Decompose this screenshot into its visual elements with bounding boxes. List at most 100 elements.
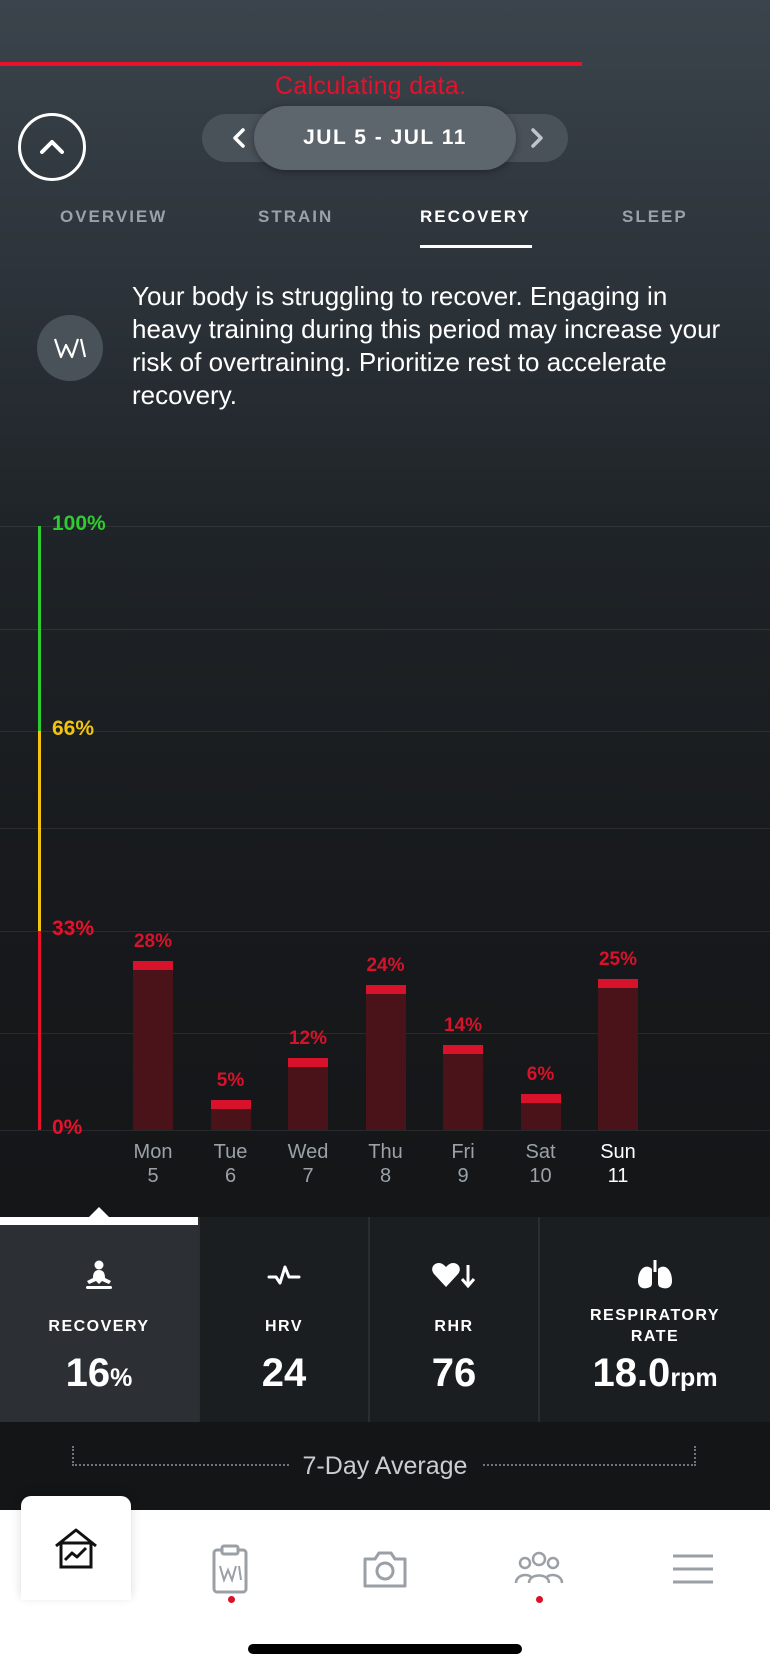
metric-rhr[interactable]: RHR 76: [370, 1217, 540, 1422]
heart-down-icon: [431, 1259, 477, 1291]
metric-respiratory-rate[interactable]: RESPIRATORY RATE 18.0rpm: [540, 1217, 770, 1422]
gridline: [0, 628, 770, 630]
community-notification-dot: [536, 1596, 543, 1603]
recovery-bar[interactable]: [210, 1099, 251, 1130]
metric-value: 24: [261, 1351, 307, 1395]
nav-home[interactable]: [21, 1496, 131, 1600]
bar-cap: [288, 1057, 328, 1067]
meditation-icon: [82, 1259, 116, 1291]
weekday: Mon: [133, 1141, 173, 1163]
tab-recovery[interactable]: RECOVERY: [420, 207, 531, 226]
bar-value-label: 25%: [598, 949, 638, 970]
next-week-button[interactable]: [512, 114, 562, 162]
metric-value: 16%: [65, 1351, 133, 1395]
x-day-label[interactable]: Sat 10: [501, 1140, 581, 1188]
tab-overview[interactable]: OVERVIEW: [60, 207, 168, 226]
collapse-button[interactable]: [18, 113, 86, 181]
metrics-panel: RECOVERY 16% HRV 24 RHR 76 RESPIRATORY R…: [0, 1217, 770, 1422]
previous-week-button[interactable]: [214, 114, 264, 162]
date-number: 8: [379, 1165, 392, 1187]
recovery-bar[interactable]: [288, 1057, 328, 1130]
x-day-label[interactable]: Wed 7: [268, 1140, 348, 1188]
recovery-bar[interactable]: [520, 1093, 561, 1130]
bar-cap: [520, 1093, 561, 1103]
recovery-bar[interactable]: [365, 985, 406, 1130]
nav-menu[interactable]: [638, 1524, 748, 1614]
bar-value-label: 6%: [526, 1063, 555, 1085]
y-tick-label: 0%: [52, 1116, 83, 1139]
recovery-bar[interactable]: [443, 1045, 483, 1130]
camera-icon: [363, 1551, 407, 1588]
recovery-bar[interactable]: [133, 960, 173, 1130]
journal-clipboard-icon: [212, 1544, 248, 1594]
chevron-up-icon: [40, 140, 64, 154]
bar-value-label: 5%: [216, 1069, 245, 1091]
chevron-right-icon: [531, 128, 543, 148]
gridline: [0, 930, 770, 932]
home-indicator: [248, 1644, 522, 1654]
bar-cap: [133, 960, 173, 970]
active-tab-indicator: [420, 245, 532, 248]
calculating-status: Calculating data.: [275, 72, 467, 100]
seven-day-average: 7-Day Average: [0, 1422, 770, 1510]
x-day-label[interactable]: Fri 9: [423, 1140, 503, 1188]
recovery-chart: 100% 66% 33% 0% 28% Mon 5 5% Tue 6 12% Wed 7 24% Thu 8 1…: [0, 500, 770, 1200]
nav-camera[interactable]: [330, 1524, 440, 1614]
tab-sleep[interactable]: SLEEP: [622, 207, 688, 226]
x-day-label[interactable]: Sun 11: [578, 1140, 658, 1188]
date-number: 6: [224, 1165, 237, 1187]
journal-notification-dot: [228, 1596, 235, 1603]
bar-cap: [443, 1045, 483, 1055]
nav-journal[interactable]: [175, 1524, 285, 1614]
nav-community[interactable]: [484, 1524, 594, 1614]
date-number: 7: [302, 1165, 314, 1187]
bar-value-label: 28%: [133, 930, 173, 952]
weekday: Fri: [451, 1141, 475, 1163]
bar-value-label: 12%: [288, 1027, 328, 1049]
bar-value-label: 14%: [443, 1015, 483, 1037]
x-day-label[interactable]: Thu 8: [346, 1140, 426, 1188]
gridline: [0, 526, 770, 527]
metric-label: HRV: [265, 1317, 303, 1335]
bar-cap: [365, 985, 406, 995]
date-number: 10: [529, 1165, 552, 1187]
metric-hrv[interactable]: HRV 24: [200, 1217, 370, 1422]
weekday: Wed: [287, 1141, 329, 1163]
x-day-label[interactable]: Tue 6: [191, 1140, 271, 1188]
yellow-zone-line: [38, 731, 41, 931]
metric-value: 18.0rpm: [592, 1351, 718, 1395]
metric-label: RESPIRATORY RATE: [590, 1307, 720, 1345]
weekday: Sat: [525, 1141, 556, 1163]
gridline: [0, 828, 770, 829]
whoop-coach-icon: [37, 315, 103, 381]
y-tick-label: 33%: [52, 916, 95, 940]
y-tick-label: 100%: [52, 512, 106, 535]
metric-label: RECOVERY: [48, 1317, 150, 1335]
average-label: 7-Day Average: [288, 1452, 482, 1480]
metric-label: RHR: [434, 1317, 474, 1335]
date-number: 9: [457, 1165, 469, 1187]
gridline: [0, 1130, 770, 1131]
date-number: 11: [607, 1165, 629, 1187]
x-day-label[interactable]: Mon 5: [113, 1140, 193, 1188]
chevron-left-icon: [233, 128, 245, 148]
green-zone-line: [38, 526, 41, 732]
date-number: 5: [147, 1165, 159, 1187]
tab-bar: OVERVIEW STRAIN RECOVERY SLEEP: [0, 207, 770, 247]
tab-strain[interactable]: STRAIN: [258, 207, 334, 226]
recovery-bar[interactable]: [598, 979, 638, 1130]
metric-value: 76: [431, 1351, 477, 1395]
insight-text: Your body is struggling to recover. Enga…: [132, 281, 721, 410]
metric-recovery[interactable]: RECOVERY 16%: [0, 1217, 200, 1422]
date-range-label[interactable]: JUL 5 - JUL 11: [254, 106, 516, 170]
date-selector: JUL 5 - JUL 11: [202, 106, 568, 170]
bar-cap: [598, 979, 638, 988]
progress-line: [0, 62, 582, 66]
bar-cap: [210, 1099, 251, 1109]
heartbeat-icon: [267, 1259, 301, 1291]
weekday: Thu: [368, 1141, 403, 1163]
menu-icon: [673, 1554, 713, 1584]
home-chart-icon: [55, 1528, 97, 1569]
selection-pointer: [89, 1207, 109, 1217]
bottom-nav: [0, 1496, 770, 1666]
